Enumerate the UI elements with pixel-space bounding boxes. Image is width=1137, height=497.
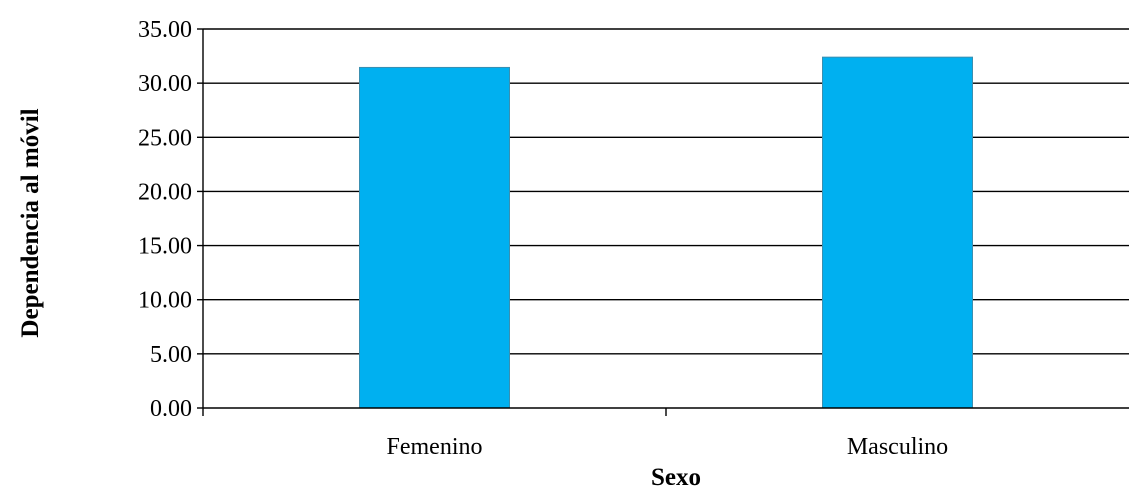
y-tick-label: 0.00 [150,396,192,422]
y-tick-label: 10.00 [138,288,192,314]
y-tick-label: 5.00 [150,342,192,368]
axes [197,28,1129,416]
y-tick-label: 25.00 [138,125,192,151]
bar-femenino [359,66,510,409]
x-tick-label: Femenino [387,434,483,460]
y-tick-labels: 0.00 5.00 10.00 15.00 20.00 25.00 30.00 35.00 [138,17,192,422]
x-tick-labels: Femenino Masculino [387,434,949,460]
y-tick-label: 20.00 [138,179,192,205]
x-tick-label: Masculino [847,434,948,460]
y-axis-title: Dependencia al móvil [17,108,44,337]
y-tick-label: 15.00 [138,234,192,260]
y-tick-label: 35.00 [138,17,192,43]
x-axis-title: Sexo [651,464,701,491]
bars [359,56,973,409]
grid-lines [203,28,1129,355]
bar-masculino [822,56,973,409]
y-tick-label: 30.00 [138,71,192,97]
